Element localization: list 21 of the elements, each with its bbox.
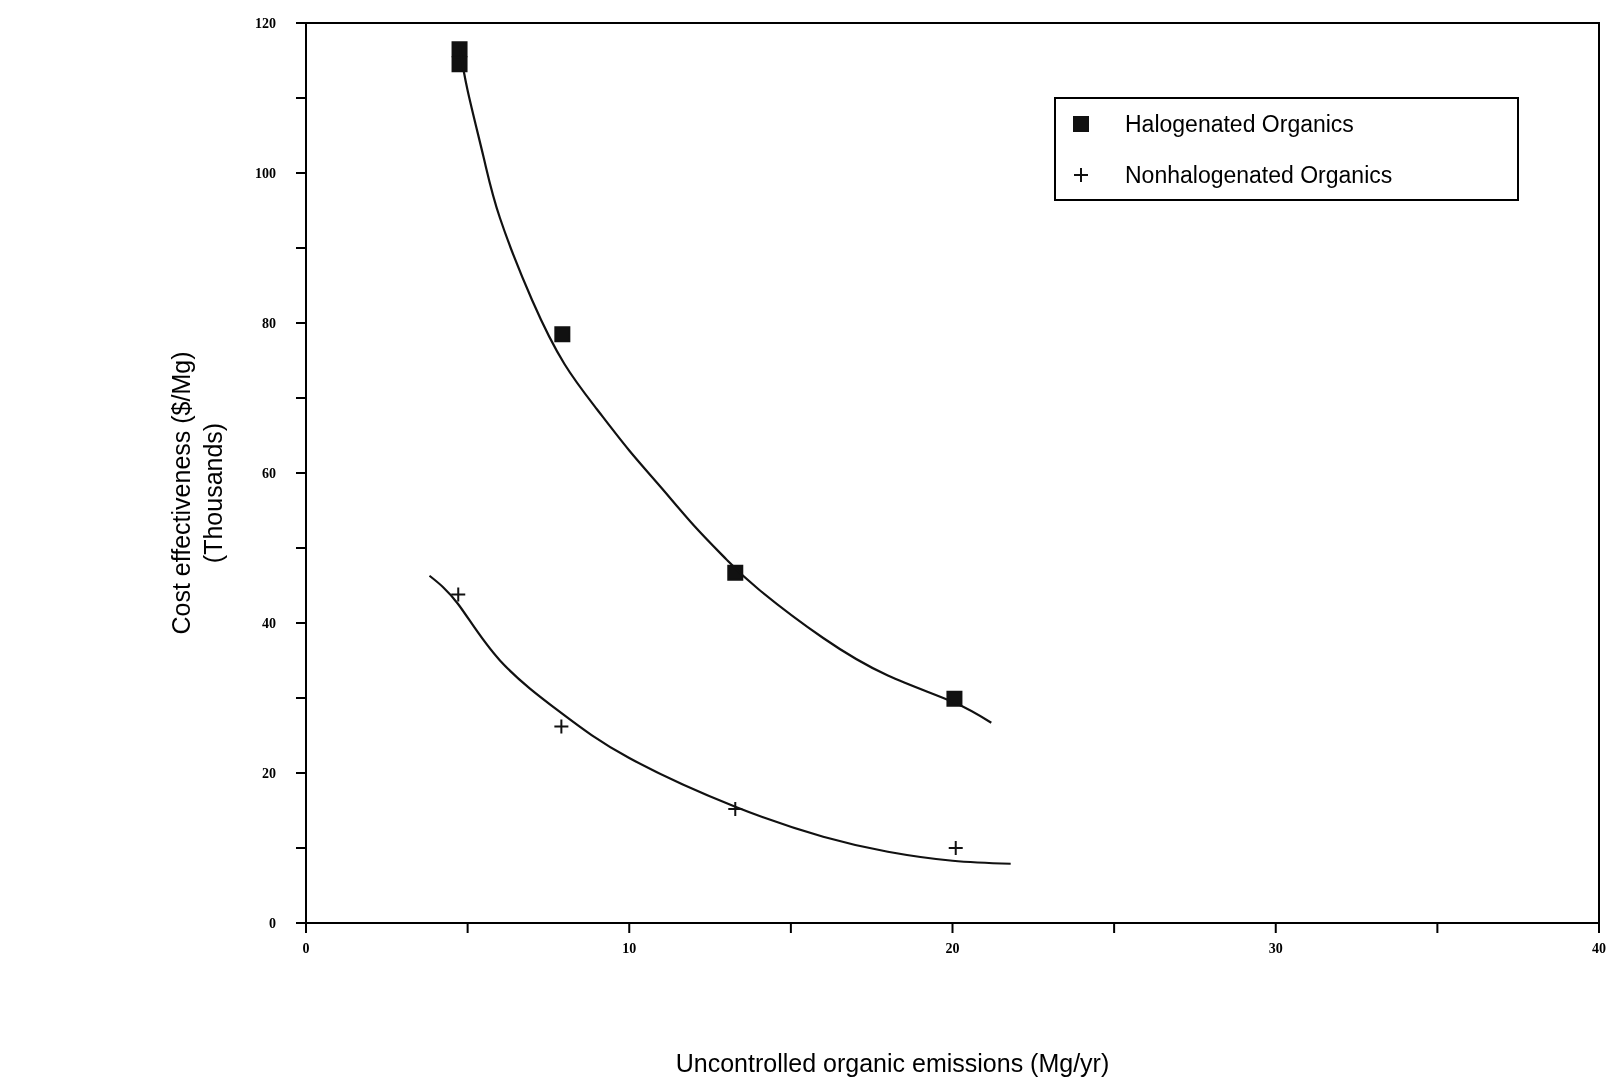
y-axis-title: Cost effectiveness ($/Mg) (Thousands) [167, 351, 227, 635]
x-tick-label: 30 [1268, 941, 1283, 956]
point [450, 586, 467, 603]
x-tick-label: 20 [945, 941, 960, 956]
y-tick-label: 20 [262, 765, 276, 781]
y-tick-label: 40 [262, 615, 276, 631]
y-tick-label: 120 [255, 15, 276, 31]
x-tick-label: 40 [1592, 941, 1606, 956]
legend-label: Nonhalogenated Organics [1125, 162, 1393, 189]
y-tick-label: 100 [255, 165, 276, 181]
x-tick-label: 10 [622, 941, 637, 956]
point [947, 840, 964, 856]
point [553, 718, 570, 735]
point [554, 326, 571, 343]
x-axis-title: Uncontrolled organic emissions (Mg/yr) [675, 1049, 1110, 1077]
y-tick-label: 60 [262, 465, 276, 481]
line-series [428, 574, 1012, 865]
y-tick-label: 80 [262, 315, 276, 331]
x-tick-label: 0 [302, 941, 310, 956]
y-tick-label: 0 [269, 915, 276, 931]
legend-label: Halogenated Organics [1125, 111, 1354, 138]
